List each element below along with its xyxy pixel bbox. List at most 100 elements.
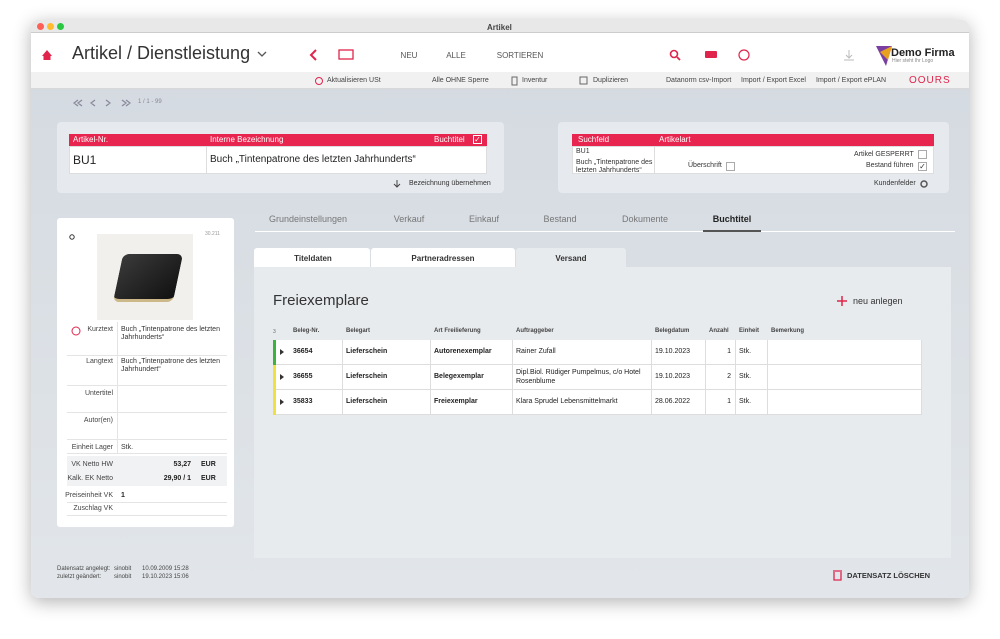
field-row	[67, 413, 227, 440]
divider	[117, 322, 118, 356]
search-text: Buch „Tintenpatrone des letzten Jahrhund…	[576, 158, 653, 175]
field-value: Stk.	[121, 443, 134, 451]
checkbox[interactable]	[726, 162, 735, 171]
toolbar-item[interactable]: Aktualisieren USt	[327, 76, 381, 84]
field-label: Langtext	[86, 357, 113, 365]
footer-date: 10.09.2009 15:28	[142, 566, 189, 573]
subtab-label[interactable]: Titeldaten	[294, 254, 332, 264]
table-cell: 35833	[293, 398, 313, 406]
table-cell: Lieferschein	[346, 348, 388, 356]
table-cell: 36655	[293, 373, 313, 381]
column-header: Anzahl	[709, 328, 729, 335]
column-header: Interne Bezeichnung	[210, 135, 284, 145]
toolbar-item[interactable]: Alle OHNE Sperre	[432, 76, 489, 84]
field-value: Buch „Tintenpatrone des letzten Jahrhund…	[121, 357, 220, 374]
table-cell: Autorenexemplar	[434, 348, 492, 356]
divider	[430, 340, 431, 365]
table-cell: Klara Sprudel Lebensmittelmarkt	[516, 398, 618, 406]
field-label: Überschrift	[688, 161, 722, 169]
close-button[interactable]	[37, 23, 44, 30]
footer-user: sinobit	[114, 574, 132, 581]
field-row	[67, 440, 227, 454]
tab[interactable]: Buchtitel	[712, 213, 752, 224]
tab[interactable]: Verkauf	[393, 213, 425, 224]
nav-item[interactable]: SORTIEREN	[496, 51, 544, 61]
divider	[705, 365, 706, 390]
divider	[767, 365, 768, 390]
checkbox[interactable]: ✓	[473, 135, 482, 144]
description: Buch „Tintenpatrone des letzten Jahrhund…	[210, 154, 416, 165]
footer-date: 19.10.2023 15:06	[142, 574, 189, 581]
table-cell: Freiexemplar	[434, 398, 478, 406]
field-label: Kurztext	[87, 325, 113, 333]
tab[interactable]: Grundeinstellungen	[268, 213, 348, 224]
divider	[512, 340, 513, 365]
card-row	[572, 146, 934, 174]
divider	[921, 340, 922, 365]
table-cell: Lieferschein	[346, 373, 388, 381]
field-row	[67, 386, 227, 413]
zoom-button[interactable]	[57, 23, 64, 30]
nav-item[interactable]: NEU	[400, 51, 418, 61]
custom-fields-button[interactable]: Kundenfelder	[874, 179, 916, 187]
toolbar-item[interactable]: Duplizieren	[593, 76, 629, 84]
divider	[430, 390, 431, 415]
table-cell: 1	[727, 398, 731, 406]
toolbar	[31, 72, 969, 89]
expand-arrow[interactable]	[280, 349, 284, 355]
table-row[interactable]	[273, 365, 921, 390]
window-title: Artikel	[487, 23, 512, 33]
table-cell: Belegexemplar	[434, 373, 484, 381]
table-row[interactable]	[273, 390, 921, 415]
footer-label: zuletzt geändert:	[57, 574, 102, 581]
field-label: Untertitel	[84, 389, 113, 397]
tab[interactable]: Dokumente	[621, 213, 669, 224]
add-button[interactable]: neu anlegen	[853, 295, 903, 306]
table-cell: Dipl.Biol. Rüdiger Pumpelmus, c/o Hotel …	[516, 369, 641, 385]
logo-tagline: Hier steht Ihr Logo	[892, 58, 934, 64]
toolbar-item[interactable]: Inventur	[522, 76, 548, 84]
footer-label: Datensatz angelegt:	[57, 566, 111, 573]
table-cell: 19.10.2023	[655, 373, 691, 381]
tab[interactable]: Bestand	[543, 213, 577, 224]
apply-button[interactable]: Bezeichnung übernehmen	[409, 179, 491, 187]
divider	[767, 390, 768, 415]
divider	[705, 340, 706, 365]
divider	[117, 413, 118, 440]
subtab-label[interactable]: Versand	[555, 254, 587, 264]
header	[31, 33, 969, 72]
table-row[interactable]	[273, 340, 921, 365]
brand: OOURS	[909, 75, 951, 86]
divider	[117, 354, 118, 386]
divider	[921, 390, 922, 415]
nav-item[interactable]: ALLE	[446, 51, 466, 61]
column-header: Auftraggeber	[516, 328, 554, 335]
minimize-button[interactable]	[47, 23, 54, 30]
image-id: 30.211	[205, 231, 220, 237]
tab-line	[255, 231, 955, 232]
subtab[interactable]	[516, 248, 626, 267]
expand-arrow[interactable]	[280, 374, 284, 380]
row-marker	[273, 390, 276, 415]
table-cell: Stk.	[739, 398, 752, 406]
expand-arrow[interactable]	[280, 399, 284, 405]
tab[interactable]: Einkauf	[468, 213, 500, 224]
subtab-label[interactable]: Partneradressen	[411, 254, 475, 264]
table-cell: Stk.	[739, 348, 752, 356]
subtab[interactable]	[254, 248, 370, 267]
subtab[interactable]	[371, 248, 515, 267]
toolbar-item[interactable]: Datanorm csv-Import	[666, 76, 732, 84]
card-header	[69, 134, 487, 146]
table-cell: Rainer Zufall	[516, 348, 556, 356]
row-count: 3	[273, 329, 276, 335]
delete-button[interactable]: DATENSATZ LÖSCHEN	[847, 570, 931, 580]
checkbox[interactable]	[918, 150, 927, 159]
article-no: BU1	[73, 152, 97, 167]
table-cell: 19.10.2023	[655, 348, 691, 356]
toolbar-item[interactable]: Import / Export ePLAN	[816, 76, 887, 84]
row-marker	[273, 340, 276, 365]
toolbar-item[interactable]: Import / Export Excel	[741, 76, 806, 84]
checkbox[interactable]: ✓	[918, 162, 927, 171]
column-header: Art Freilieferung	[434, 328, 481, 335]
